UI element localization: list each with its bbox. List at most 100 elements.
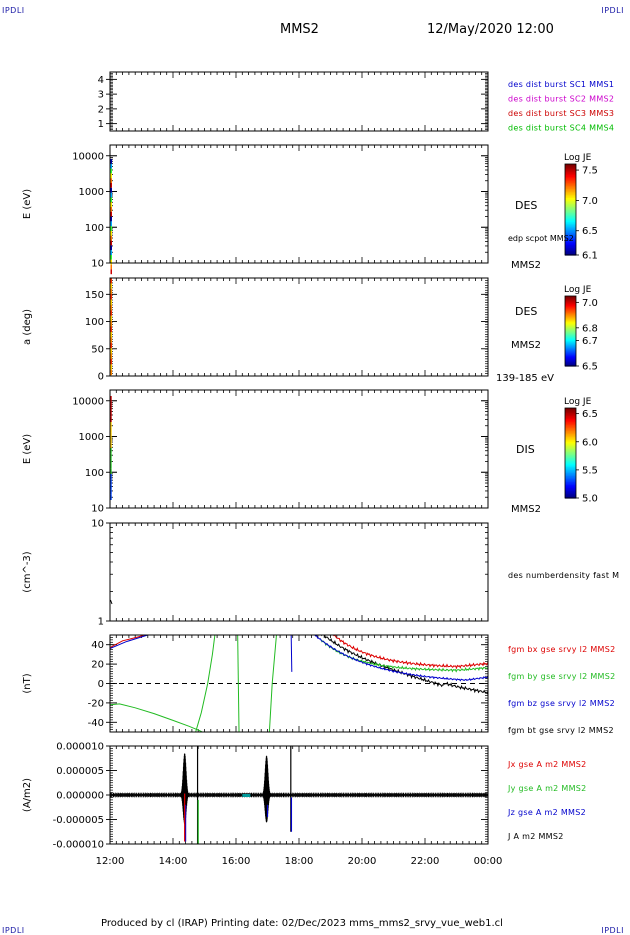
x-tick-label: 16:00 — [222, 856, 251, 867]
x-tick-label: 12:00 — [96, 856, 125, 867]
spectrogram-cell — [110, 288, 112, 295]
spectrogram-cell — [110, 463, 112, 469]
spectrogram-cell — [110, 369, 112, 376]
spectrogram-cell — [110, 479, 112, 485]
y-tick-label: -20 — [88, 698, 104, 709]
spectrogram-cell — [110, 484, 112, 490]
colorbar-title: Log JE — [564, 397, 592, 407]
panel-energy-range-label: 139-185 eV — [496, 373, 554, 384]
panel-species-label: DES — [515, 199, 537, 212]
x-tick-label: 18:00 — [285, 856, 314, 867]
spectrogram-cell — [110, 269, 112, 275]
y-tick-label: 40 — [91, 640, 104, 651]
y-tick-label: 10000 — [72, 151, 104, 162]
spectrogram-cell — [110, 315, 112, 322]
panel-frame — [109, 522, 489, 622]
spectrogram-cell — [110, 364, 112, 370]
y-tick-label: 100 — [85, 223, 104, 234]
panel-species-label: DES — [515, 305, 537, 318]
spectrogram-cell — [110, 310, 112, 316]
series-j-burst-2 — [261, 755, 273, 823]
colorbar-tick-label: 6.5 — [582, 226, 598, 237]
colorbar-tick-label: 5.5 — [582, 465, 598, 476]
panel-5: 1 10 (cm^-3) — [22, 519, 489, 628]
legend-entry: fgm bt gse srvy l2 MMS2 — [508, 726, 614, 735]
y-tick-label: 10 — [91, 519, 104, 530]
spectrogram-cell — [110, 422, 112, 428]
spectrogram-cell — [110, 221, 112, 227]
spectrogram-cell — [110, 396, 112, 402]
series-bx-early — [110, 635, 147, 649]
panel-1: 1 2 3 4 — [98, 71, 489, 132]
spectrogram-cell — [110, 432, 112, 438]
corner-label-bottom-right: IPDLI — [601, 926, 624, 935]
colorbar-tick-label: 6.0 — [582, 437, 598, 448]
y-tick-label: 10000 — [72, 396, 104, 407]
spectrogram-cell — [110, 406, 112, 412]
spectrogram-cell — [110, 359, 112, 365]
colorbar-tick-label: 5.0 — [582, 494, 598, 505]
colorbar-tick-label: 6.5 — [582, 409, 598, 420]
y-tick-label: 1 — [98, 617, 104, 628]
panel-sub-label: edp scpot MMS2 — [508, 234, 574, 243]
spectrogram-cell — [110, 245, 112, 251]
spectrogram-cell — [110, 231, 112, 236]
spectrogram-cell — [110, 299, 112, 305]
spectrogram-cell — [110, 192, 112, 198]
corner-label-top-right: IPDLI — [601, 6, 624, 15]
x-tick-label: 22:00 — [411, 856, 440, 867]
spectrogram-cell — [110, 187, 112, 193]
y-tick-label: 0 — [98, 679, 104, 690]
spectrogram-cell — [110, 332, 112, 338]
series-j-burst-1 — [179, 753, 191, 825]
spectrogram-cell — [110, 321, 112, 327]
legend-entry: des numberdensity fast M — [508, 571, 619, 580]
y-tick-label: 3 — [98, 90, 104, 101]
spectrogram-cell — [110, 168, 112, 174]
spectrogram-cell — [110, 411, 112, 417]
y-tick-label: 1000 — [79, 432, 104, 443]
panel-species-label: DIS — [516, 443, 535, 456]
x-tick-label: 00:00 — [474, 856, 503, 867]
legend-entry: fgm by gse srvy l2 MMS2 — [508, 672, 616, 681]
y-tick-label: 0.000010 — [56, 742, 104, 753]
y-tick-label: -40 — [88, 718, 104, 729]
y-tick-label: 0.000005 — [56, 766, 104, 777]
spectrogram-cell — [110, 305, 112, 311]
legend-entry: Jy gse A m2 MMS2 — [507, 784, 587, 793]
spectrogram-cell — [110, 259, 112, 265]
footer-credit: Produced by cl (IRAP) Printing date: 02/… — [101, 918, 503, 929]
y-tick-label: 100 — [85, 317, 104, 328]
panel-2: 10 100 1000 10000 E (eV) — [22, 144, 489, 270]
y-axis-label: (cm^-3) — [22, 551, 33, 592]
legend-entry: des dist burst SC2 MMS2 — [508, 95, 614, 104]
colorbar-tick-label: 6.7 — [582, 336, 598, 347]
y-tick-label: 20 — [91, 660, 104, 671]
panel-frame — [109, 634, 489, 733]
spectrogram-cell — [110, 494, 112, 500]
page-title: MMS2 — [280, 22, 319, 37]
y-axis-label: (A/m2) — [22, 778, 33, 812]
series-bz — [314, 635, 488, 682]
legend-entry: fgm bz gse srvy l2 MMS2 — [508, 699, 615, 708]
spectrogram-cell — [110, 442, 112, 448]
spectrogram-cell — [110, 437, 112, 443]
colorbar-tick-label: 7.0 — [582, 298, 598, 309]
magnetic-field-panel — [110, 635, 488, 732]
spectrogram-cell — [110, 264, 112, 270]
page-datetime: 12/May/2020 12:00 — [427, 22, 554, 37]
colorbar-tick-label: 6.1 — [582, 251, 598, 262]
y-tick-label: 1000 — [79, 187, 104, 198]
spectrogram-cell — [110, 207, 112, 212]
colorbar-tick-label: 6.8 — [582, 323, 598, 334]
y-tick-label: 2 — [98, 104, 104, 115]
density-panel — [110, 599, 113, 605]
panel-frame — [109, 71, 489, 132]
y-tick-label: 1 — [98, 119, 104, 130]
spectrogram-cell — [110, 163, 112, 169]
spectrogram-cell — [110, 401, 112, 407]
series-bz-early — [110, 635, 148, 650]
spectrogram-cell — [110, 226, 112, 231]
spectrogram-cell — [110, 468, 112, 474]
